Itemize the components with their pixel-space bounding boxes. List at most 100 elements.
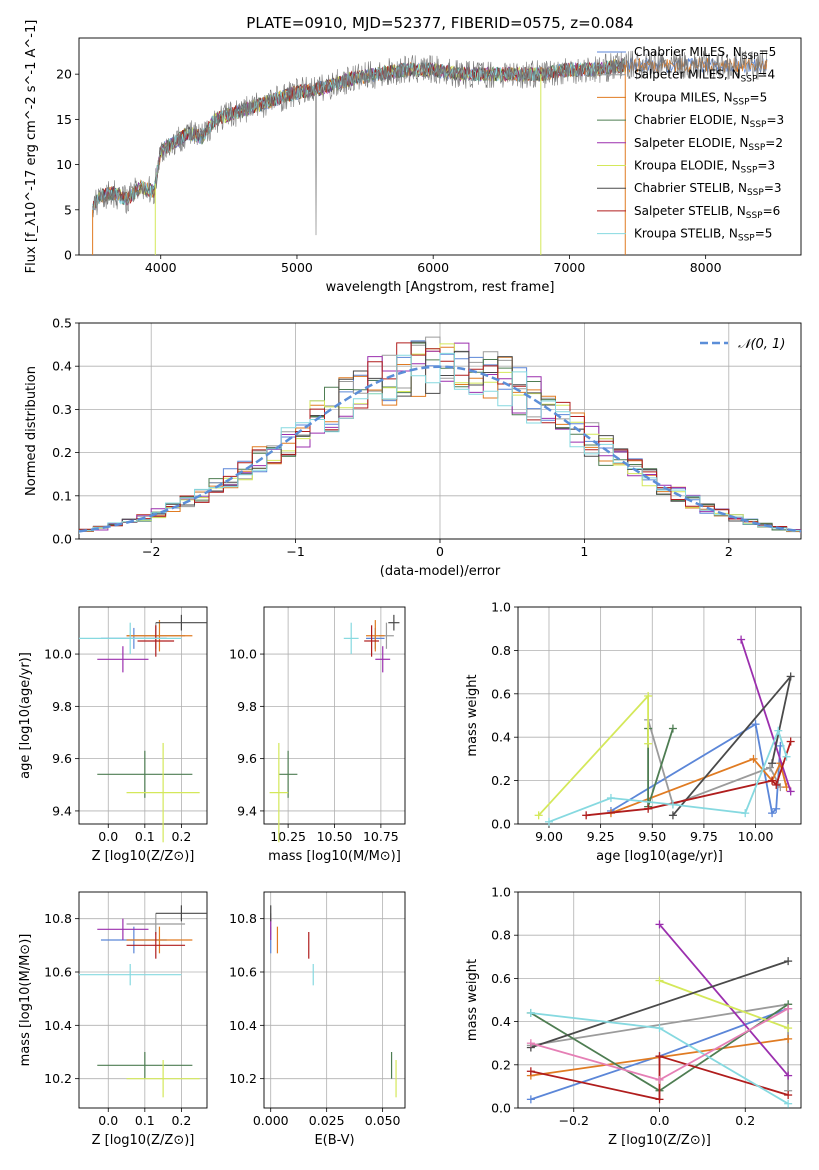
x-tick-label: 10.50 <box>317 829 353 844</box>
legend-label: Kroupa ELODIE, NSSP=3 <box>634 159 775 176</box>
weight-line <box>658 923 789 1077</box>
x-tick-label: 0.0 <box>650 1113 670 1128</box>
weight-line <box>647 719 782 806</box>
x-axis-label: (data-model)/error <box>380 564 501 579</box>
spectrum-legend: Chabrier MILES, NSSP=5 Salpeter MILES, NS… <box>597 45 784 244</box>
y-tick-label: 1.0 <box>491 885 511 900</box>
x-tick-label: 5000 <box>281 260 313 275</box>
y-tick-label: 0.3 <box>52 402 72 417</box>
y-tick-label: 9.6 <box>52 751 72 766</box>
legend-label: Chabrier STELIB, NSSP=3 <box>634 181 782 198</box>
weight-line <box>530 960 789 1049</box>
weight-line <box>538 693 649 816</box>
x-tick-label: 9.25 <box>587 829 615 844</box>
axes-frame <box>517 891 802 1109</box>
mass-vs-Z-panel: 0.0 0.1 0.2 10.2 10.4 10.6 10.8 Z [log10(Z/Z⊙)]… <box>18 891 208 1148</box>
y-tick-label: 0.4 <box>491 1014 511 1029</box>
x-tick-label: 4000 <box>145 260 177 275</box>
observed-spectrum <box>92 50 767 236</box>
legend-label: Kroupa STELIB, NSSP=5 <box>634 227 772 244</box>
axes-frame <box>78 322 802 540</box>
y-tick-label: 0.5 <box>52 316 72 331</box>
x-tick-label: 9.50 <box>638 829 666 844</box>
axes-frame <box>263 891 406 1109</box>
legend-label: Salpeter MILES, NSSP=4 <box>634 68 775 85</box>
y-tick-label: 10.8 <box>44 911 72 926</box>
y-tick-label: 0.4 <box>491 730 511 745</box>
x-axis-label: Z [log10(Z/Z⊙)] <box>608 1133 711 1148</box>
mass-weight-vs-Z-panel: −0.2 0.0 0.2 0.0 0.2 0.4 0.6 0.8 1.0 Z [log10(Z/Z… <box>465 885 802 1148</box>
x-tick-label: 2 <box>725 544 733 559</box>
x-tick-label: 7000 <box>554 260 586 275</box>
y-tick-label: 0 <box>64 248 72 263</box>
y-tick-label: 9.8 <box>52 699 72 714</box>
residual-panel: −2 −1 0 1 2 0.0 0.1 0.2 0.3 0.4 0.5 (data-model)/er… <box>24 316 802 579</box>
y-tick-label: 0.0 <box>491 1101 511 1116</box>
x-tick-label: 10.75 <box>363 829 399 844</box>
legend-label: 𝒩(0, 1) <box>738 337 785 352</box>
age-vs-mass-panel: 10.25 10.50 10.75 9.4 9.6 9.8 10.0 mass [log10(… <box>229 606 406 864</box>
y-tick-label: 20 <box>56 67 72 82</box>
axes-frame <box>263 606 406 825</box>
y-axis-label: mass weight <box>465 959 480 1041</box>
axes-frame <box>78 606 208 825</box>
y-tick-label: 10.0 <box>229 647 257 662</box>
model-spectrum <box>92 60 625 214</box>
y-tick-label: 5 <box>64 202 72 217</box>
age-vs-Z-panel: 0.0 0.1 0.2 9.4 9.6 9.8 10.0 Z [log10(Z/Z⊙)] age… <box>18 606 208 864</box>
x-tick-label: 6000 <box>417 260 449 275</box>
y-tick-label: 0.2 <box>491 773 511 788</box>
x-axis-label: Z [log10(Z/Z⊙)] <box>92 849 195 864</box>
legend-label: Kroupa MILES, NSSP=5 <box>634 90 767 107</box>
x-tick-label: 9.00 <box>535 829 563 844</box>
y-tick-label: 0.1 <box>52 488 72 503</box>
y-tick-label: 0.8 <box>491 643 511 658</box>
y-axis-label: mass weight <box>465 674 480 756</box>
x-tick-label: 0.2 <box>735 1113 755 1128</box>
axes-frame <box>78 37 802 256</box>
x-tick-label: 0.025 <box>309 1113 345 1128</box>
legend-label: Chabrier MILES, NSSP=5 <box>634 45 776 62</box>
mass-vs-ebv-panel: 0.000 0.025 0.050 10.2 10.4 10.6 10.8 E(B-V) <box>229 891 406 1148</box>
y-tick-label: 0.4 <box>52 359 72 374</box>
x-axis-label: E(B-V) <box>314 1133 354 1148</box>
x-tick-label: 0.050 <box>365 1113 401 1128</box>
y-tick-label: 0.0 <box>491 817 511 832</box>
y-axis-label: age [log10(age/yr)] <box>18 652 33 779</box>
y-tick-label: 15 <box>56 112 72 127</box>
x-tick-label: 8000 <box>690 260 722 275</box>
x-tick-label: 9.75 <box>690 829 718 844</box>
y-tick-label: 10 <box>56 157 72 172</box>
y-tick-label: 0.6 <box>491 686 511 701</box>
y-tick-label: 0.6 <box>491 971 511 986</box>
x-tick-label: 0.1 <box>135 829 155 844</box>
x-tick-label: 0.0 <box>98 829 118 844</box>
y-tick-label: 9.4 <box>52 803 72 818</box>
x-tick-label: 10.25 <box>270 829 306 844</box>
y-tick-label: 10.4 <box>229 1018 257 1033</box>
x-axis-label: mass [log10(M/M⊙)] <box>268 849 401 864</box>
normal-curve <box>78 365 802 533</box>
axes-frame <box>517 606 802 825</box>
figure-title: PLATE=0910, MJD=52377, FIBERID=0575, z=0… <box>246 14 633 32</box>
x-tick-label: 0.2 <box>171 829 191 844</box>
x-axis-label: Z [log10(Z/Z⊙)] <box>92 1133 195 1148</box>
y-tick-label: 10.2 <box>229 1071 257 1086</box>
y-axis-label: mass [log10(M/M⊙)] <box>18 934 33 1067</box>
x-tick-label: −1 <box>286 544 304 559</box>
spectrum-panel: 4000 5000 6000 7000 8000 0 5 10 15 20 wavelength [… <box>24 20 802 295</box>
x-tick-label: 0.0 <box>98 1113 118 1128</box>
y-tick-label: 0.0 <box>52 532 72 547</box>
x-tick-label: 10.00 <box>738 829 774 844</box>
x-tick-label: 0.1 <box>135 1113 155 1128</box>
y-tick-label: 10.0 <box>44 647 72 662</box>
legend-label: Salpeter ELODIE, NSSP=2 <box>634 136 783 153</box>
y-tick-label: 1.0 <box>491 600 511 615</box>
legend-label: Chabrier ELODIE, NSSP=3 <box>634 113 784 130</box>
y-tick-label: 9.8 <box>237 699 257 714</box>
axes-frame <box>78 891 208 1109</box>
y-axis-label: Normed distribution <box>24 366 39 496</box>
x-tick-label: 0 <box>436 544 444 559</box>
